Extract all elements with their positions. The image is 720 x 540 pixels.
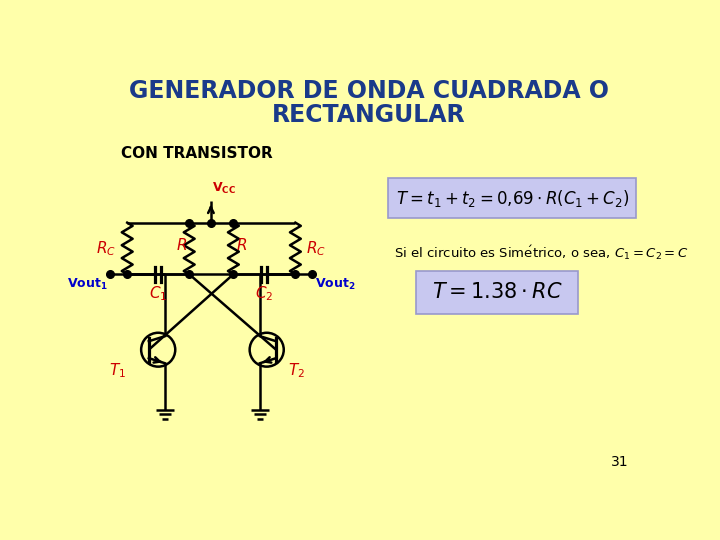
FancyBboxPatch shape [388, 178, 636, 218]
Text: $\mathbf{Vout_1}$: $\mathbf{Vout_1}$ [67, 276, 108, 292]
Text: $T = 1.38 \cdot RC$: $T = 1.38 \cdot RC$ [431, 282, 562, 302]
Text: $T = t_1 + t_2 = 0{,}69 \cdot R(C_1 + C_2)$: $T = t_1 + t_2 = 0{,}69 \cdot R(C_1 + C_… [395, 187, 629, 208]
Text: CON TRANSISTOR: CON TRANSISTOR [121, 146, 273, 161]
Text: $T_1$: $T_1$ [109, 361, 126, 380]
Text: $R$: $R$ [176, 237, 187, 253]
Text: $R$: $R$ [235, 237, 247, 253]
Text: Si el circuito es Sim$\mathrm{\acute{e}}$trico, o sea, $C_1 = C_2 = C$: Si el circuito es Sim$\mathrm{\acute{e}}… [394, 244, 688, 262]
Text: $C_2$: $C_2$ [255, 284, 274, 303]
Text: $C_1$: $C_1$ [149, 284, 167, 303]
Text: $\mathbf{V_{CC}}$: $\mathbf{V_{CC}}$ [212, 180, 236, 195]
Text: 31: 31 [611, 455, 629, 469]
Text: RECTANGULAR: RECTANGULAR [272, 103, 466, 127]
Text: $T_2$: $T_2$ [287, 361, 305, 380]
FancyBboxPatch shape [415, 271, 578, 314]
Text: $R_C$: $R_C$ [306, 239, 326, 258]
Text: $\mathbf{Vout_2}$: $\mathbf{Vout_2}$ [315, 276, 356, 292]
Text: $R_C$: $R_C$ [96, 239, 117, 258]
Text: GENERADOR DE ONDA CUADRADA O: GENERADOR DE ONDA CUADRADA O [129, 79, 609, 103]
